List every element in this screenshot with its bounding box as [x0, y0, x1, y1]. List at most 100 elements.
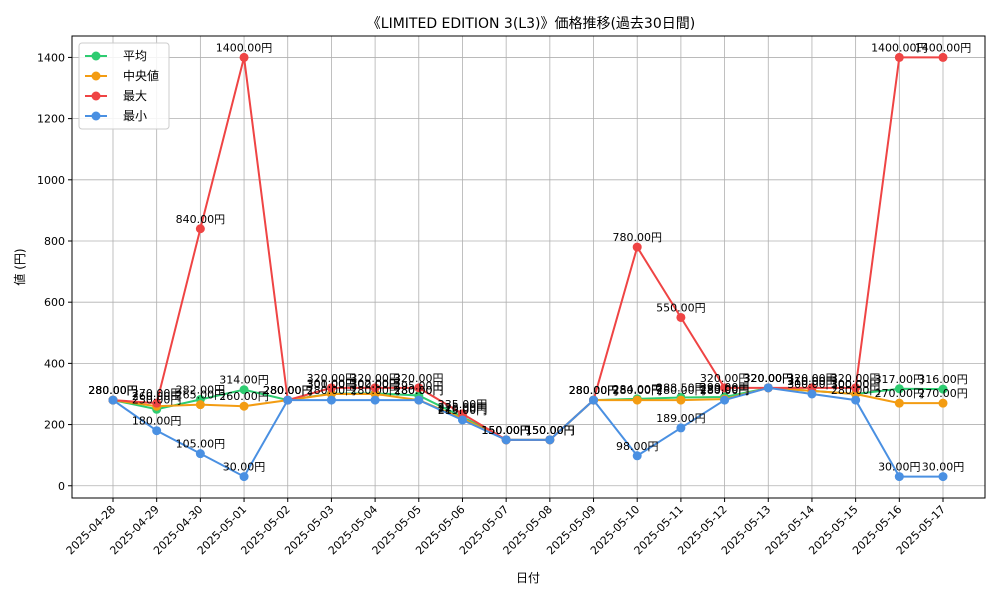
data-point: [589, 395, 599, 405]
data-point: [632, 242, 642, 252]
data-label: 310.00円: [787, 375, 837, 388]
data-point: [938, 52, 948, 62]
legend-box: [78, 42, 170, 130]
data-point: [195, 449, 205, 459]
data-label: 150.00円: [481, 424, 531, 437]
data-label: 150.00円: [525, 424, 575, 437]
data-label: 320.00円: [350, 372, 400, 385]
data-point: [283, 395, 293, 405]
legend-swatch-marker: [91, 51, 101, 61]
data-label: 150.00円: [525, 424, 575, 437]
axes-layer: 02004006008001000120014002025-04-282025-…: [37, 51, 948, 557]
data-label: 150.00円: [525, 424, 575, 437]
data-label: 1400.00円: [915, 41, 972, 54]
data-label: 235.00円: [438, 398, 488, 411]
data-label: 1400.00円: [871, 41, 928, 54]
data-point: [807, 389, 817, 399]
data-label: 280.00円: [307, 384, 357, 397]
data-label: 270.00円: [875, 387, 925, 400]
data-point: [370, 395, 380, 405]
data-label: 280.00円: [569, 384, 619, 397]
data-label: 840.00円: [176, 213, 226, 226]
data-point: [720, 395, 730, 405]
data-point: [414, 383, 424, 393]
data-point: [938, 472, 948, 482]
data-label: 280.00円: [350, 384, 400, 397]
data-label: 282.00円: [176, 383, 226, 396]
data-label: 320.00円: [700, 372, 750, 385]
data-label: 280.00円: [831, 384, 881, 397]
data-label: 280.00円: [700, 384, 750, 397]
data-label: 288.50円: [656, 381, 706, 394]
data-point: [326, 395, 336, 405]
data-point: [239, 401, 249, 411]
data-label: 225.00円: [438, 401, 488, 414]
data-point: [501, 435, 511, 445]
data-point: [938, 398, 948, 408]
data-label: 265.00円: [176, 389, 226, 402]
data-label: 280.00円: [88, 384, 138, 397]
data-label: 283.00円: [700, 383, 750, 396]
y-tick-label: 0: [58, 480, 65, 493]
data-label: 150.00円: [481, 424, 531, 437]
data-label: 180.00円: [132, 415, 182, 428]
data-label: 98.00円: [616, 440, 659, 453]
x-axis-label: 日付: [516, 571, 540, 585]
data-point: [851, 395, 861, 405]
data-label: 280.00円: [394, 384, 444, 397]
data-label: 300.00円: [307, 378, 357, 391]
data-label: 320.00円: [744, 372, 794, 385]
data-point: [108, 395, 118, 405]
data-label: 550.00円: [656, 301, 706, 314]
data-label: 284.00円: [612, 383, 662, 396]
data-label: 320.00円: [394, 372, 444, 385]
data-point: [720, 383, 730, 393]
data-point: [938, 384, 948, 394]
data-label: 150.00円: [525, 424, 575, 437]
data-label: 220.00円: [438, 402, 488, 415]
data-point: [152, 426, 162, 436]
series-layer: [108, 52, 948, 482]
data-point: [545, 435, 555, 445]
data-label: 270.00円: [918, 387, 968, 400]
data-point: [370, 383, 380, 393]
data-label: 295.00円: [394, 380, 444, 393]
data-label: 320.00円: [744, 372, 794, 385]
legend-entry-label: 平均: [123, 49, 147, 63]
data-point: [239, 472, 249, 482]
data-label: 150.00円: [481, 424, 531, 437]
data-point: [894, 384, 904, 394]
data-label: 30.00円: [878, 461, 921, 474]
y-tick-label: 800: [44, 235, 65, 248]
data-label: 280.00円: [394, 384, 444, 397]
data-label: 310.00円: [787, 375, 837, 388]
data-label: 320.00円: [787, 372, 837, 385]
data-label: 150.00円: [481, 424, 531, 437]
data-label: 280.00円: [569, 384, 619, 397]
y-tick-label: 400: [44, 357, 65, 370]
data-label: 280.00円: [88, 384, 138, 397]
data-labels-layer: 280.00円250.00円282.00円314.00円280.00円301.0…: [88, 41, 971, 473]
chart-title: 《LIMITED EDITION 3(L3)》価格推移(過去30日間): [367, 16, 695, 32]
grid-layer: [72, 36, 985, 498]
data-point: [195, 400, 205, 410]
data-label: 30.00円: [223, 461, 266, 474]
legend-entry-label: 最大: [123, 89, 147, 103]
data-point: [457, 415, 467, 425]
y-tick-label: 1000: [37, 174, 65, 187]
legend-swatch-marker: [91, 111, 101, 121]
data-label: 280.00円: [263, 384, 313, 397]
data-point: [894, 52, 904, 62]
data-label: 280.00円: [88, 384, 138, 397]
data-label: 215.00円: [438, 404, 488, 417]
data-label: 320.00円: [831, 372, 881, 385]
data-point: [239, 52, 249, 62]
data-label: 780.00円: [612, 231, 662, 244]
data-label: 314.00円: [219, 374, 269, 387]
data-point: [676, 423, 686, 433]
data-point: [632, 451, 642, 461]
data-label: 301.00円: [307, 378, 357, 391]
data-label: 280.00円: [263, 384, 313, 397]
legend-swatch-marker: [91, 91, 101, 101]
